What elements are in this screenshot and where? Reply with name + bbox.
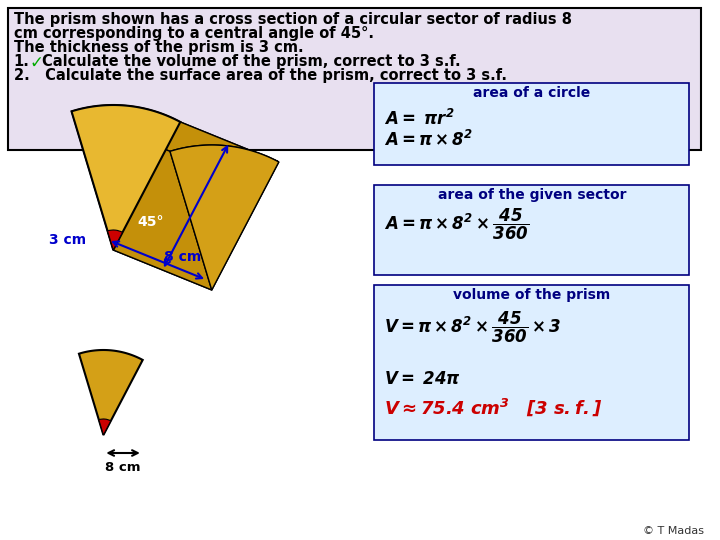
Wedge shape (99, 419, 111, 435)
Text: 8 cm: 8 cm (105, 461, 141, 474)
Text: 45°: 45° (137, 215, 163, 229)
FancyBboxPatch shape (374, 185, 690, 275)
Wedge shape (107, 230, 122, 250)
Text: cm corresponding to a central angle of 45°.: cm corresponding to a central angle of 4… (14, 26, 374, 41)
Text: 3 cm: 3 cm (48, 233, 86, 247)
Text: $\mathbfit{V \approx 75.4 \ cm^3 \quad [3 \ s.f.]}$: $\mathbfit{V \approx 75.4 \ cm^3 \quad [… (384, 396, 603, 417)
Text: ✓: ✓ (30, 54, 43, 72)
Text: $\mathbfit{V = \pi \times 8^2 \times \dfrac{45}{360} \times 3}$: $\mathbfit{V = \pi \times 8^2 \times \df… (384, 310, 562, 345)
Text: The prism shown has a cross section of a circular sector of radius 8: The prism shown has a cross section of a… (14, 12, 572, 27)
Text: volume of the prism: volume of the prism (453, 288, 611, 302)
FancyBboxPatch shape (374, 285, 690, 440)
Text: 2.   Calculate the surface area of the prism, correct to 3 s.f.: 2. Calculate the surface area of the pri… (14, 68, 507, 83)
Text: 45°: 45° (123, 410, 148, 423)
Text: $\mathbfit{V = \ 24\pi}$: $\mathbfit{V = \ 24\pi}$ (384, 370, 461, 388)
Polygon shape (71, 105, 180, 250)
FancyBboxPatch shape (374, 83, 690, 165)
Text: The thickness of the prism is 3 cm.: The thickness of the prism is 3 cm. (14, 40, 303, 55)
Polygon shape (79, 350, 143, 435)
Text: 8 cm: 8 cm (164, 249, 202, 264)
FancyBboxPatch shape (8, 8, 701, 150)
Text: $\mathbfit{A = \pi \times 8^2 \times \dfrac{45}{360}}$: $\mathbfit{A = \pi \times 8^2 \times \df… (384, 207, 529, 242)
Text: $\mathbfit{A = \ \pi r^2}$: $\mathbfit{A = \ \pi r^2}$ (384, 109, 455, 129)
Text: area of the given sector: area of the given sector (438, 188, 626, 202)
Text: Calculate the volume of the prism, correct to 3 s.f.: Calculate the volume of the prism, corre… (42, 54, 461, 69)
Polygon shape (170, 145, 279, 290)
Text: $\mathbfit{A = \pi \times 8^2}$: $\mathbfit{A = \pi \times 8^2}$ (384, 130, 473, 150)
Text: © T Madas: © T Madas (643, 526, 704, 536)
Polygon shape (71, 111, 212, 290)
Text: area of a circle: area of a circle (473, 86, 590, 100)
Text: 1.: 1. (14, 54, 30, 69)
Polygon shape (113, 122, 279, 290)
Polygon shape (71, 105, 279, 162)
